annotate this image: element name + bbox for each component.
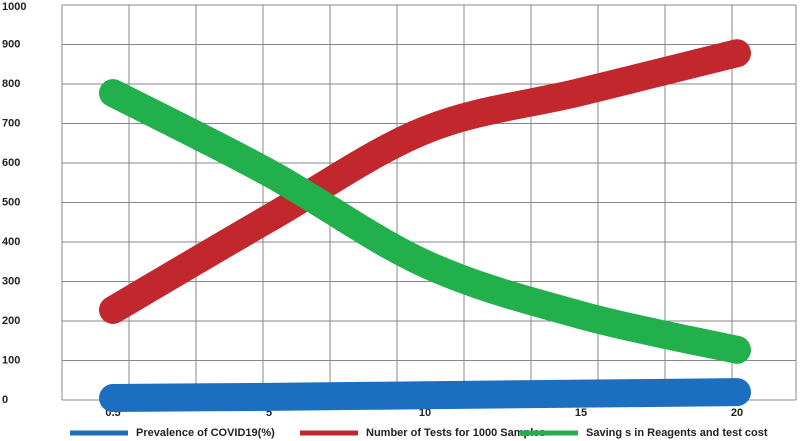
y-tick-label: 500 (2, 196, 20, 208)
x-tick-label: 5 (266, 407, 272, 419)
x-tick-label: 20 (731, 407, 743, 419)
y-tick-label: 600 (2, 157, 20, 169)
series-line (99, 79, 751, 364)
y-tick-label: 300 (2, 275, 20, 287)
legend-label: Saving s in Reagents and test cost (586, 427, 768, 439)
y-tick-label: 100 (2, 354, 20, 366)
y-tick-label: 400 (2, 236, 20, 248)
y-tick-label: 200 (2, 315, 20, 327)
x-tick-label: 10 (419, 407, 431, 419)
y-tick-label: 700 (2, 117, 20, 129)
y-tick-label: 800 (2, 78, 20, 90)
series-line (99, 39, 751, 324)
y-tick-label: 1000 (2, 1, 26, 13)
x-tick-label: 15 (575, 407, 587, 419)
legend-label: Prevalence of COVID19(%) (136, 427, 275, 439)
y-tick-label: 0 (2, 394, 8, 406)
y-tick-label: 900 (2, 38, 20, 50)
legend-label: Number of Tests for 1000 Samples (366, 427, 546, 439)
series-line (99, 378, 751, 413)
